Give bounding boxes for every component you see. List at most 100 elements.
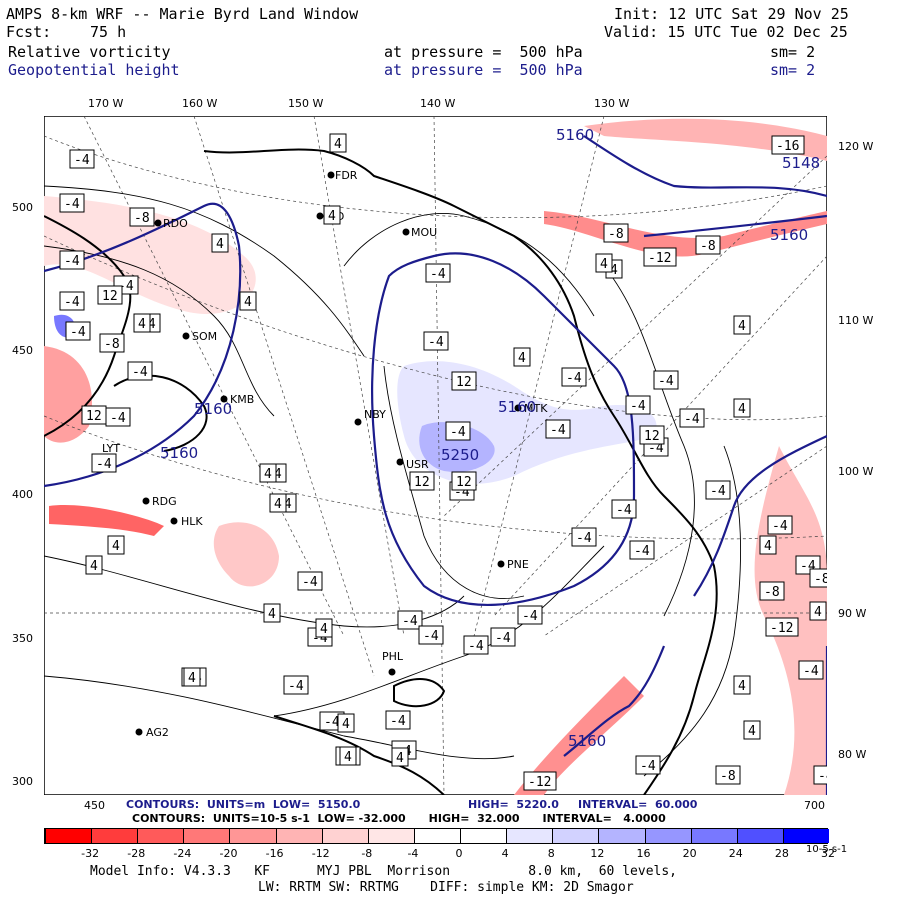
bottom-x-label: 450 xyxy=(84,799,105,812)
colorbar-tick-label: -20 xyxy=(219,847,238,860)
left-y-label: 450 xyxy=(12,344,33,357)
vorticity-label: -8 xyxy=(764,585,780,600)
top-lon-label: 150 W xyxy=(288,97,324,110)
vorticity-label: 4 xyxy=(764,539,772,554)
vorticity-label: 4 xyxy=(738,319,746,334)
colorbar-cell xyxy=(183,829,230,843)
vorticity-label: 4 xyxy=(328,209,336,224)
station-dot xyxy=(220,395,228,403)
vorticity-label-box xyxy=(765,617,799,637)
vorticity-label-box xyxy=(91,453,117,473)
vorticity-label: -8 xyxy=(814,572,827,587)
colorbar-cell xyxy=(229,829,276,843)
vorticity-label: 4 xyxy=(268,607,276,622)
forecast-value: 75 h xyxy=(90,23,127,41)
colorbar-tick-label: -28 xyxy=(127,847,146,860)
height-contour-info: CONTOURS: UNITS=m LOW= 5150.0 xyxy=(126,798,361,811)
forecast-label: Fcst: xyxy=(6,23,52,41)
positive-band xyxy=(419,422,495,472)
vorticity-label: -4 xyxy=(324,715,340,730)
vorticity-label-box xyxy=(445,421,471,441)
right-lon-label: 100 W xyxy=(838,465,874,478)
vorticity-label: -4 xyxy=(818,769,827,784)
vorticity-label-box xyxy=(97,285,123,305)
bottom-x-label: 700 xyxy=(804,799,825,812)
station-dot xyxy=(327,171,335,179)
vorticity-label: -4 xyxy=(74,153,90,168)
station-label: SOM xyxy=(192,330,217,343)
vorticity-label: -4 xyxy=(70,325,86,340)
negative-band xyxy=(44,346,92,443)
colorbar-cell xyxy=(644,829,691,843)
vorticity-label: -8 xyxy=(608,227,624,242)
colorbar-tick-label: -12 xyxy=(311,847,330,860)
valid-time: Valid: 15 UTC Tue 02 Dec 25 xyxy=(604,23,848,41)
vorticity-label-box xyxy=(315,618,333,638)
vorticity-label-box xyxy=(69,149,95,169)
vorticity-label: 4 xyxy=(216,237,224,252)
vorticity-label: -4 xyxy=(96,457,112,472)
vorticity-label: -4 xyxy=(648,441,664,456)
vorticity-label: -4 xyxy=(390,714,406,729)
colorbar-cell xyxy=(413,829,461,843)
init-time: Init: 12 UTC Sat 29 Nov 25 xyxy=(614,5,849,23)
vorticity-label: -4 xyxy=(634,544,650,559)
vorticity-label: 4 xyxy=(334,137,342,152)
colorbar-tick-label: 24 xyxy=(728,847,743,860)
station-dot xyxy=(388,668,396,676)
vorticity-label-box xyxy=(809,568,827,588)
vorticity-label: -4 xyxy=(64,197,80,212)
colorbar-cell xyxy=(598,829,645,843)
vorticity-label: 4 xyxy=(342,717,350,732)
field1-smoothing: sm= 2 xyxy=(770,43,816,61)
vorticity-label-box xyxy=(59,193,85,213)
colorbar-cell xyxy=(321,829,368,843)
vorticity-label-box xyxy=(771,135,805,155)
vorticity-label: -4 xyxy=(110,411,126,426)
vorticity-label: 4 xyxy=(344,750,352,765)
station-dot xyxy=(402,228,410,236)
vorticity-label: 4 xyxy=(600,257,608,272)
vorticity-label-box xyxy=(629,540,655,560)
vorticity-label-box xyxy=(679,408,705,428)
station-label: RDO xyxy=(163,217,188,230)
colorbar-tick-label: -16 xyxy=(265,847,284,860)
height-label: 5148 xyxy=(782,154,820,172)
colorbar-cell xyxy=(460,829,507,843)
vorticity-label-box xyxy=(337,713,355,733)
station-dot xyxy=(154,219,162,227)
colorbar-cell xyxy=(45,829,92,843)
vorticity-label: 4 xyxy=(244,295,252,310)
vorticity-label: -8 xyxy=(134,211,150,226)
vorticity-label-box xyxy=(595,253,613,273)
station-label: LYT xyxy=(102,442,120,455)
vorticity-label: 4 xyxy=(610,263,618,278)
vorticity-label-box xyxy=(259,463,277,483)
vorticity-label: 4 xyxy=(264,467,272,482)
height-contours xyxy=(44,135,827,795)
vorticity-label-box xyxy=(81,405,107,425)
vorticity-label: 12 xyxy=(456,475,472,490)
colorbar-cell xyxy=(506,829,553,843)
vorticity-label: -12 xyxy=(648,251,671,266)
vorticity-label: -4 xyxy=(522,609,538,624)
vorticity-label-box xyxy=(809,601,827,621)
vorticity-label-box xyxy=(639,425,665,445)
height-contour-info-right: HIGH= 5220.0 INTERVAL= 60.000 xyxy=(468,798,698,811)
vorticity-label-box xyxy=(653,370,679,390)
station-dot xyxy=(396,458,404,466)
vorticity-label-box xyxy=(59,291,85,311)
vorticity-label-box xyxy=(129,207,155,227)
vorticity-label: -4 xyxy=(495,631,511,646)
vorticity-label: 12 xyxy=(644,429,660,444)
station-label: USR xyxy=(406,458,429,471)
vorticity-label-box xyxy=(211,233,229,253)
vorticity-label: -4 xyxy=(64,254,80,269)
vorticity-label-box xyxy=(339,746,357,766)
negative-band xyxy=(544,211,827,257)
vorticity-label: -4 xyxy=(550,423,566,438)
vorticity-label-box xyxy=(297,571,323,591)
vorticity-label-box xyxy=(263,603,281,623)
top-lon-label: 170 W xyxy=(88,97,124,110)
vorticity-label: -4 xyxy=(288,679,304,694)
